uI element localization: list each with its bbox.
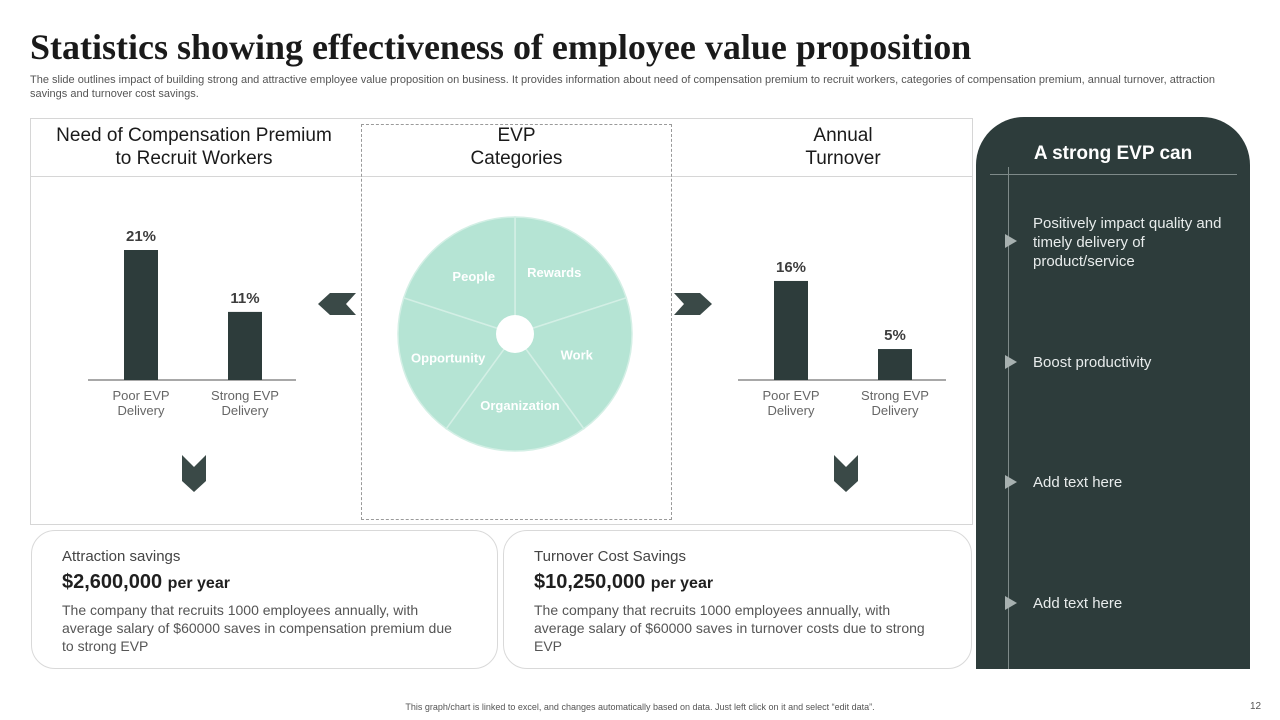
bar-value-label: 16% — [776, 259, 806, 276]
card-amount: $10,250,000 per year — [534, 571, 713, 594]
page-subtitle: The slide outlines impact of building st… — [30, 74, 1215, 100]
footer-note: This graph/chart is linked to excel, and… — [405, 702, 875, 712]
category-label-line: Delivery — [118, 403, 165, 418]
page-title: Statistics showing effectiveness of empl… — [30, 27, 972, 67]
compensation-title-line1: Need of Compensation Premium — [56, 125, 332, 146]
panel-item-text: Add text here — [1033, 595, 1123, 612]
pie-slice-label: Opportunity — [411, 351, 486, 366]
panel-item-text: Positively impact quality and timely del… — [1033, 215, 1222, 270]
pie-slice — [445, 332, 585, 452]
bar — [774, 280, 808, 380]
pie-slice-label: Rewards — [527, 265, 581, 280]
card-amount: $2,600,000 per year — [62, 571, 230, 594]
category-label-line: Delivery — [222, 403, 269, 418]
page-number: 12 — [1250, 701, 1262, 712]
evp-categories-box — [361, 124, 672, 520]
stats-frame — [30, 118, 973, 525]
card-heading: Attraction savings — [62, 548, 181, 565]
category-label: Strong EVP Delivery — [861, 388, 929, 418]
turnover-section-title: Annual Turnover — [712, 124, 974, 170]
compensation-title-line2: to Recruit Workers — [115, 148, 273, 169]
card-description: The company that recruits 1000 employees… — [62, 602, 452, 654]
turnover-title-line1: Annual — [813, 125, 873, 146]
amount-period: per year — [650, 575, 714, 592]
turnover-title-line2: Turnover — [805, 148, 881, 169]
bar — [124, 250, 158, 380]
compensation-section-title: Need of Compensation Premium to Recruit … — [36, 124, 352, 170]
pie-slice — [513, 296, 633, 430]
category-label: Poor EVP Delivery — [762, 388, 819, 418]
pie-center-hole — [496, 315, 534, 353]
triangle-right-icon — [1005, 475, 1017, 489]
chevron-down-icon — [834, 455, 858, 492]
bar-value-label: 11% — [230, 290, 259, 307]
category-label-line: Delivery — [872, 403, 919, 418]
card-heading: Turnover Cost Savings — [534, 548, 687, 565]
pie-slice-label: People — [452, 269, 495, 284]
triangle-right-icon — [1005, 234, 1017, 248]
amount-period: per year — [167, 575, 230, 592]
panel-timeline — [1008, 167, 1009, 669]
turnover-savings-card: Turnover Cost Savings $10,250,000 per ye… — [503, 530, 972, 669]
card-description: The company that recruits 1000 employees… — [534, 602, 925, 654]
pie-slice-label: Organization — [480, 398, 560, 413]
bar — [228, 311, 262, 380]
evp-title-line2: Categories — [470, 148, 563, 169]
bar — [878, 349, 912, 380]
pie-slice — [514, 216, 628, 336]
panel-item-text: Boost productivity — [1033, 354, 1152, 371]
strong-evp-panel: A strong EVP can Positively impact quali… — [976, 117, 1250, 669]
bar-value-label: 5% — [884, 327, 906, 344]
pie-slice — [402, 216, 516, 336]
chevron-down-icon — [182, 455, 206, 492]
pie-slice-label: Work — [561, 348, 594, 363]
category-label-line: Poor EVP — [762, 388, 819, 403]
chevron-right-icon — [674, 293, 712, 315]
category-label: Poor EVP Delivery — [112, 388, 169, 418]
category-label: Strong EVP Delivery — [211, 388, 279, 418]
panel-title: A strong EVP can — [1033, 143, 1193, 164]
bar-value-label: 21% — [126, 228, 156, 245]
header-divider — [30, 176, 973, 177]
pie-slice — [397, 296, 517, 430]
evp-title-line1: EVP — [497, 125, 536, 146]
evp-categories-pie: Rewards Work Organization Opportunity People — [397, 216, 633, 452]
category-label-line: Delivery — [768, 403, 815, 418]
triangle-right-icon — [1005, 596, 1017, 610]
amount-value: $2,600,000 — [62, 571, 163, 593]
category-label-line: Poor EVP — [112, 388, 169, 403]
triangle-right-icon — [1005, 355, 1017, 369]
evp-section-title: EVP Categories — [362, 124, 671, 170]
category-label-line: Strong EVP — [861, 388, 929, 403]
amount-value: $10,250,000 — [534, 571, 646, 593]
category-label-line: Strong EVP — [211, 388, 279, 403]
attraction-savings-card: Attraction savings $2,600,000 per year T… — [31, 530, 498, 669]
panel-item-text: Add text here — [1033, 474, 1123, 491]
chevron-left-icon — [318, 293, 356, 315]
panel-divider — [990, 174, 1237, 175]
